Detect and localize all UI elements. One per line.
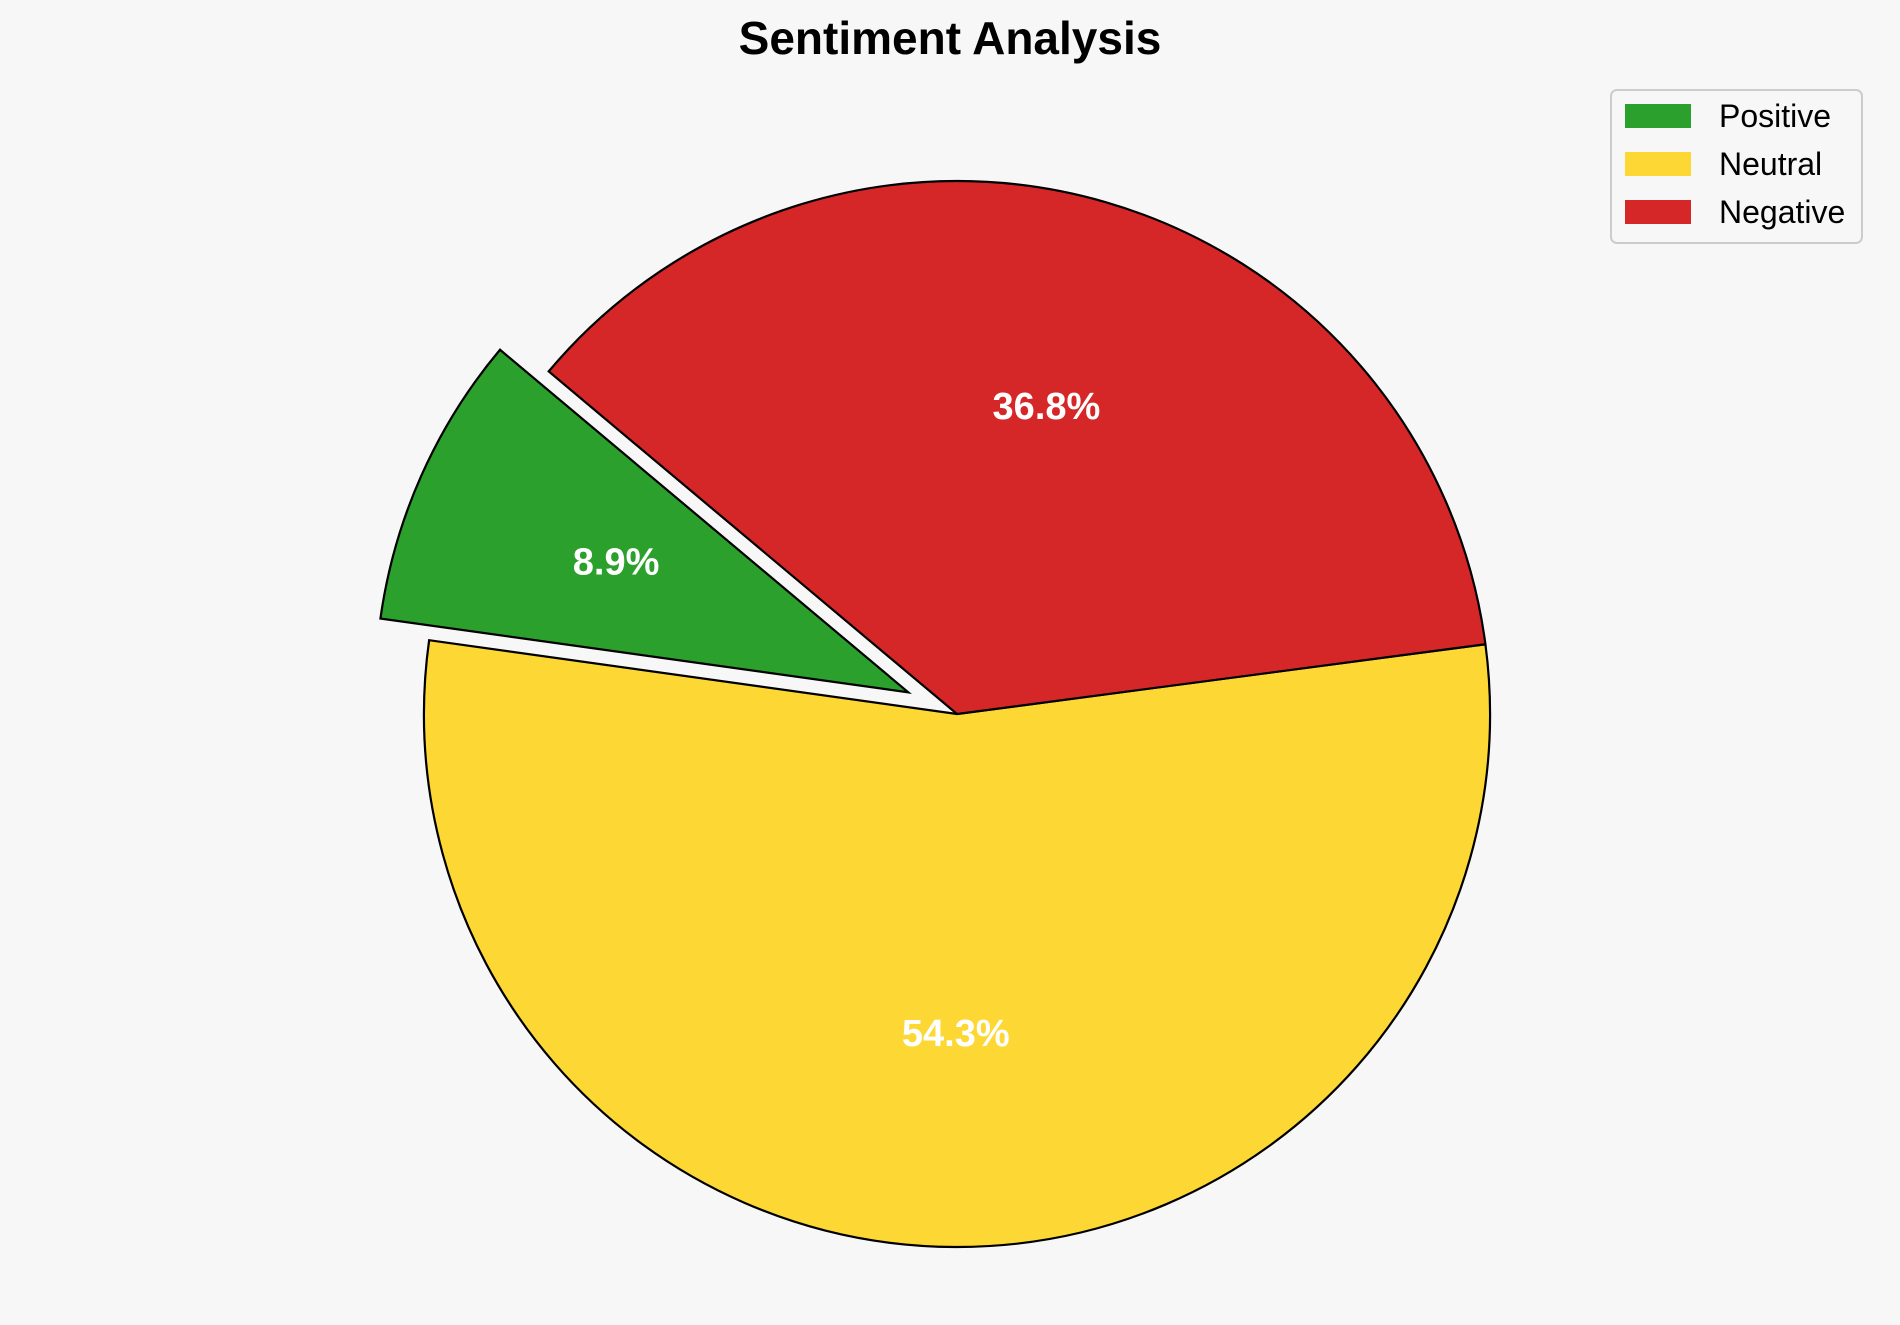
legend-swatch-positive — [1625, 104, 1691, 128]
legend-label-neutral: Neutral — [1719, 146, 1822, 182]
chart-title: Sentiment Analysis — [739, 12, 1162, 64]
legend-label-positive: Positive — [1719, 98, 1831, 134]
legend-swatch-negative — [1625, 200, 1691, 224]
slice-label-negative: 36.8% — [993, 386, 1101, 428]
pie-slice-neutral — [422, 638, 1492, 1249]
slice-label-positive: 8.9% — [573, 541, 660, 583]
slice-label-neutral: 54.3% — [902, 1013, 1010, 1055]
legend-swatch-neutral — [1625, 152, 1691, 176]
pie-labels: 8.9% 54.3% 36.8% — [573, 386, 1101, 1055]
legend-label-negative: Negative — [1719, 194, 1845, 230]
pie-slices — [379, 179, 1492, 1249]
pie-slice-positive — [379, 348, 912, 694]
legend: Positive Neutral Negative — [1610, 89, 1863, 244]
pie-slice-negative — [547, 179, 1487, 716]
